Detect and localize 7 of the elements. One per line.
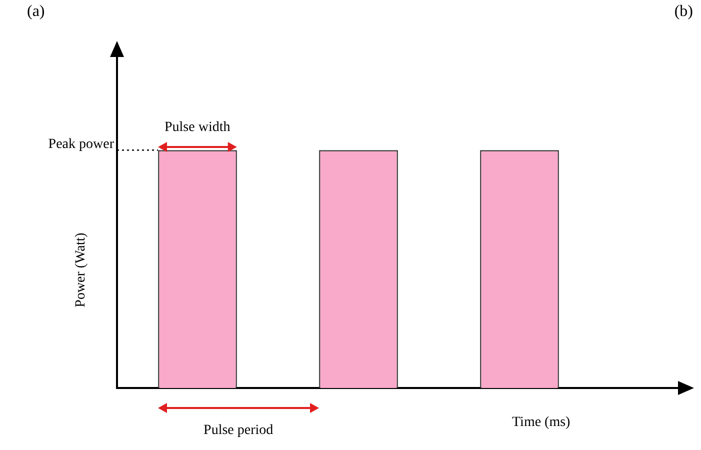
text: (b)	[674, 3, 693, 21]
ref-line-label: Peak power	[48, 136, 114, 152]
x-axis-title: Time (ms)	[512, 415, 570, 431]
text: Pulse width	[164, 120, 230, 136]
y-axis-title: Power (Watt)	[73, 232, 90, 308]
text: (a)	[27, 3, 45, 21]
text: Pulse period	[204, 423, 274, 439]
